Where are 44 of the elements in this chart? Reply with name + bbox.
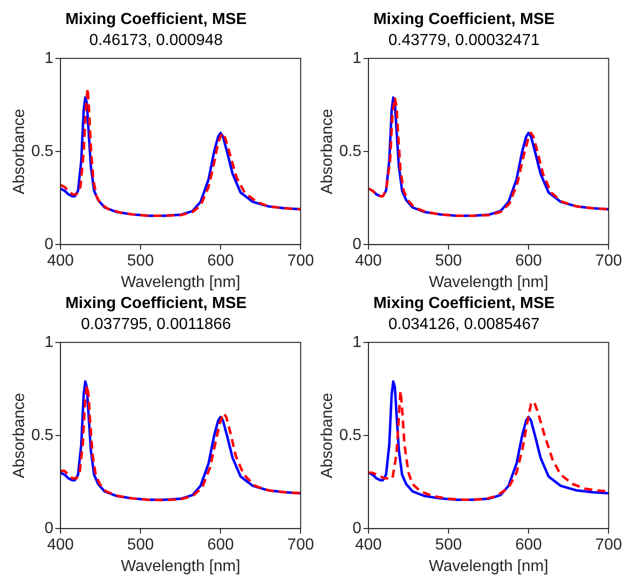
x-tick-label: 500 bbox=[127, 252, 154, 270]
y-tick-label: 1 bbox=[44, 334, 54, 351]
y-tick-label: 0.5 bbox=[31, 426, 54, 444]
x-tick-label: 400 bbox=[47, 252, 74, 270]
x-tick-label: 600 bbox=[515, 252, 542, 270]
y-tick-label: 0.5 bbox=[339, 142, 362, 160]
y-tick-label: 0 bbox=[352, 520, 362, 538]
chart-title: Mixing Coefficient, MSE bbox=[65, 295, 247, 312]
x-tick-label: 700 bbox=[287, 252, 314, 270]
x-tick-label: 700 bbox=[595, 252, 622, 270]
x-tick-label: 700 bbox=[287, 536, 314, 554]
chart-subtitle: 0.46173, 0.000948 bbox=[89, 32, 223, 50]
x-tick-label: 500 bbox=[435, 252, 462, 270]
chart-title: Mixing Coefficient, MSE bbox=[65, 11, 247, 28]
x-axis-title: Wavelength [nm] bbox=[428, 558, 548, 575]
chart-title: Mixing Coefficient, MSE bbox=[373, 11, 555, 28]
x-tick-label: 400 bbox=[355, 252, 382, 270]
chart-subtitle: 0.43779, 0.00032471 bbox=[388, 32, 540, 50]
x-axis-title: Wavelength [nm] bbox=[120, 274, 240, 291]
y-tick-label: 0.5 bbox=[339, 426, 362, 444]
x-axis-title: Wavelength [nm] bbox=[120, 558, 240, 575]
chart-subtitle: 0.034126, 0.0085467 bbox=[388, 316, 540, 334]
y-tick-label: 0.5 bbox=[31, 142, 54, 160]
y-tick-label: 1 bbox=[352, 50, 362, 67]
x-tick-label: 400 bbox=[47, 536, 74, 554]
y-axis-title: Absorbance bbox=[319, 392, 336, 478]
x-tick-label: 600 bbox=[207, 252, 234, 270]
y-tick-label: 1 bbox=[352, 334, 362, 351]
y-axis-title: Absorbance bbox=[11, 108, 28, 194]
y-axis-title: Absorbance bbox=[11, 392, 28, 478]
y-tick-label: 0 bbox=[352, 236, 362, 254]
chart-subtitle: 0.037795, 0.0011866 bbox=[80, 316, 232, 334]
x-tick-label: 700 bbox=[595, 536, 622, 554]
y-tick-label: 0 bbox=[44, 236, 54, 254]
y-axis-title: Absorbance bbox=[319, 108, 336, 194]
x-tick-label: 500 bbox=[435, 536, 462, 554]
chart-title: Mixing Coefficient, MSE bbox=[373, 295, 555, 312]
x-tick-label: 500 bbox=[127, 536, 154, 554]
x-tick-label: 400 bbox=[355, 536, 382, 554]
y-tick-label: 0 bbox=[44, 520, 54, 538]
y-tick-label: 1 bbox=[44, 50, 54, 67]
x-tick-label: 600 bbox=[207, 536, 234, 554]
x-tick-label: 600 bbox=[515, 536, 542, 554]
x-axis-title: Wavelength [nm] bbox=[428, 274, 548, 291]
